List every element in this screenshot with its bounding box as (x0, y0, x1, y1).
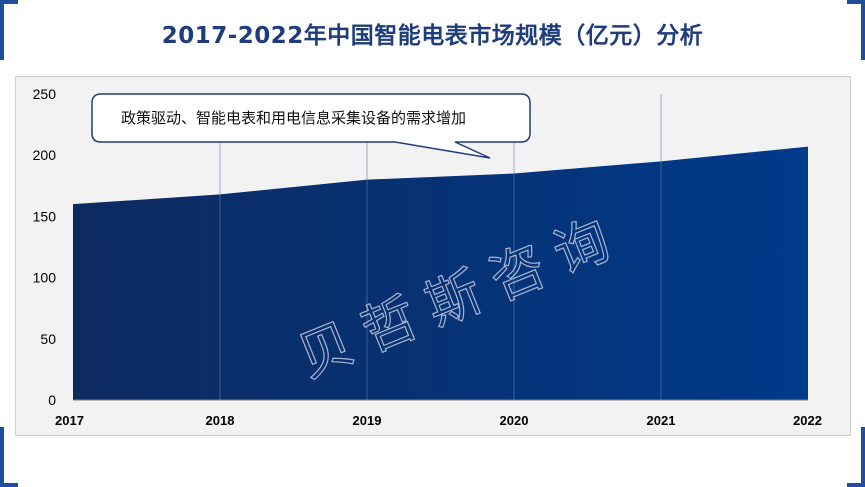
corner-accent-top-left-h (0, 0, 18, 4)
y-tick-label-50: 50 (40, 331, 56, 347)
corner-accent-top-right-h (847, 0, 865, 4)
y-tick-label-200: 200 (33, 147, 57, 163)
corner-accent-bottom-right-v (861, 427, 865, 487)
area-series-fill (73, 146, 808, 400)
x-tick-label-2022: 2022 (793, 413, 822, 428)
corner-accent-bottom-left-v (0, 427, 4, 487)
x-tick-label-2018: 2018 (206, 413, 235, 428)
y-tick-label-150: 150 (33, 208, 57, 224)
vertical-gridlines (219, 94, 662, 400)
x-tick-label-2021: 2021 (647, 413, 676, 428)
x-tick-label-2019: 2019 (353, 413, 382, 428)
y-tick-label-100: 100 (33, 270, 57, 286)
corner-accent-top-right-v (861, 0, 865, 60)
corner-accent-bottom-left-h (0, 483, 18, 487)
page-title: 2017-2022年中国智能电表市场规模（亿元）分析 (161, 23, 704, 49)
x-axis: 2017 2018 2019 2020 2021 2022 (55, 413, 822, 428)
callout-text: 政策驱动、智能电表和用电信息采集设备的需求增加 (121, 109, 466, 127)
x-tick-label-2020: 2020 (500, 413, 529, 428)
y-tick-label-250: 250 (33, 86, 57, 102)
corner-accent-top-left-v (0, 0, 4, 60)
corner-accent-bottom-right-h (847, 483, 865, 487)
x-tick-label-2017: 2017 (55, 413, 84, 428)
callout-bubble (91, 93, 531, 159)
y-tick-label-0: 0 (48, 392, 56, 408)
callout-annotation: 政策驱动、智能电表和用电信息采集设备的需求增加 (91, 93, 531, 159)
y-axis: 0 50 100 150 200 250 (33, 86, 57, 408)
